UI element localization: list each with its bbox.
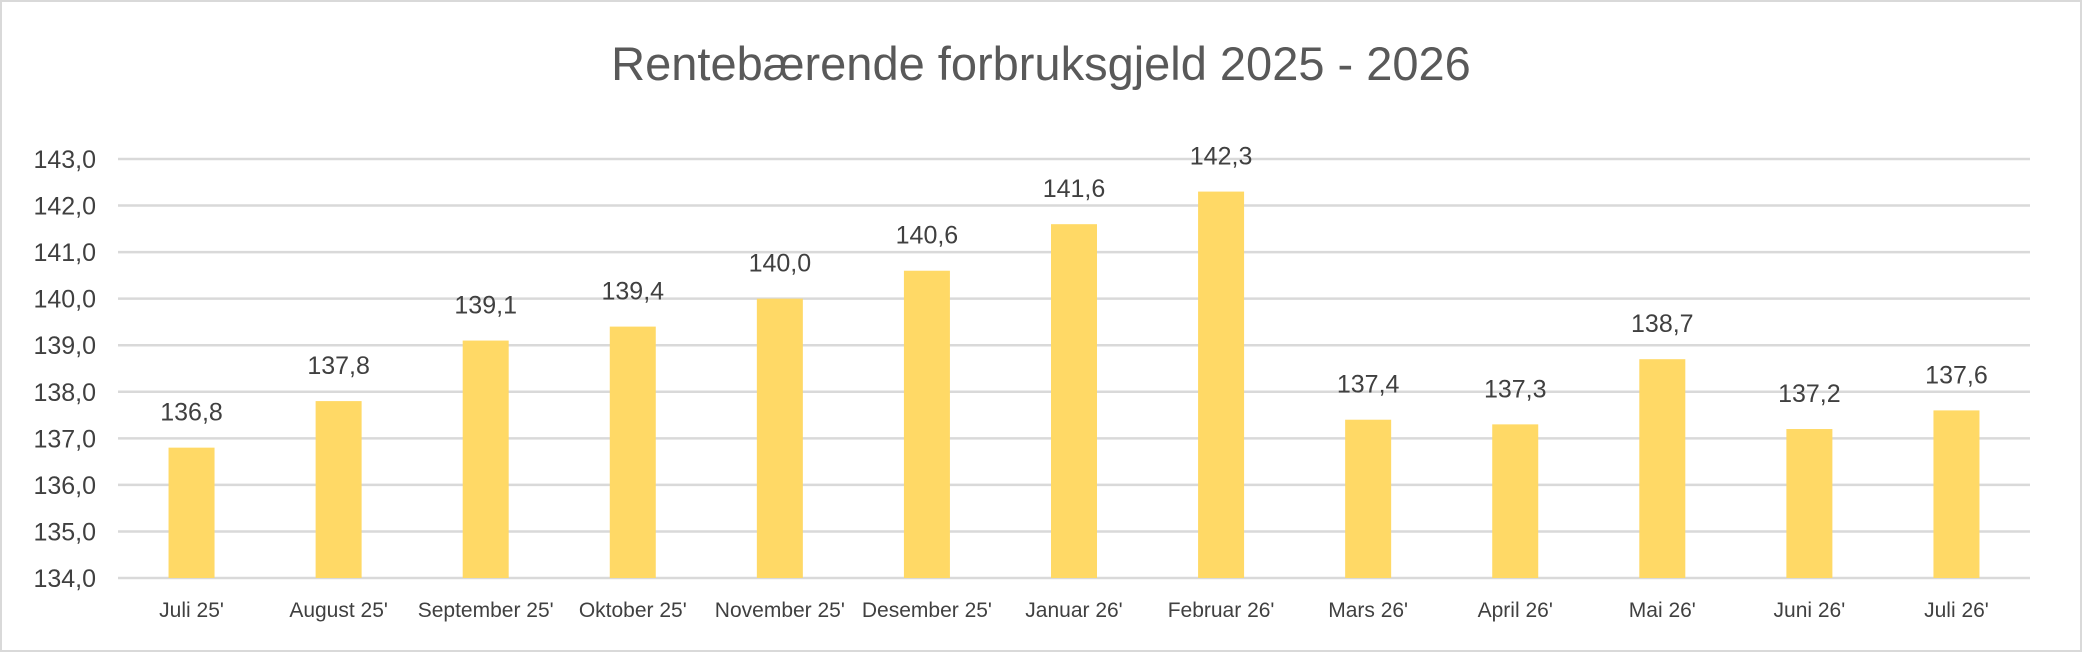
bar bbox=[1639, 359, 1686, 578]
x-tick-label: Desember 25' bbox=[862, 599, 992, 622]
data-label: 137,2 bbox=[1778, 380, 1841, 408]
y-tick-label: 137,0 bbox=[33, 425, 96, 453]
y-tick-label: 138,0 bbox=[33, 379, 96, 407]
data-label: 137,3 bbox=[1484, 375, 1547, 403]
data-label: 137,4 bbox=[1337, 371, 1400, 399]
bar bbox=[168, 447, 215, 578]
x-tick-label: Januar 26' bbox=[1025, 599, 1122, 622]
y-tick-label: 143,0 bbox=[33, 146, 96, 174]
y-tick-label: 135,0 bbox=[33, 518, 96, 546]
data-label: 138,7 bbox=[1631, 310, 1694, 338]
bar bbox=[1051, 224, 1097, 578]
bar bbox=[462, 340, 509, 578]
bar bbox=[903, 270, 950, 578]
y-tick-label: 141,0 bbox=[33, 239, 96, 267]
data-labels: 136,8 137,8 139,1 139,4 140,0 140,6 141,6 142,3… bbox=[160, 143, 1987, 427]
x-tick-label: Juni 26' bbox=[1774, 599, 1846, 622]
data-label: 140,6 bbox=[896, 222, 959, 250]
data-label: 140,0 bbox=[749, 250, 812, 278]
y-tick-label: 140,0 bbox=[33, 286, 96, 314]
x-tick-label: Februar 26' bbox=[1168, 599, 1275, 622]
y-tick-label: 139,0 bbox=[33, 332, 96, 360]
x-axis-tick-labels: Juli 25' August 25' September 25' Oktober 2… bbox=[159, 599, 1989, 622]
x-tick-label: Juli 25' bbox=[159, 599, 224, 622]
data-label: 137,8 bbox=[307, 352, 370, 380]
x-tick-label: September 25' bbox=[418, 599, 554, 622]
chart-title: Rentebærende forbruksgjeld 2025 - 2026 bbox=[611, 37, 1471, 90]
bar bbox=[315, 401, 362, 578]
y-tick-label: 134,0 bbox=[33, 565, 96, 593]
y-axis-tick-labels: 134,0 135,0 136,0 137,0 138,0 139,0 140,0 141,0… bbox=[33, 146, 96, 593]
x-tick-label: November 25' bbox=[715, 599, 845, 622]
x-tick-label: April 26' bbox=[1478, 599, 1553, 622]
y-tick-label: 136,0 bbox=[33, 472, 96, 500]
bar bbox=[1492, 424, 1539, 578]
x-tick-label: Juli 26' bbox=[1924, 599, 1989, 622]
data-label: 136,8 bbox=[160, 399, 223, 427]
bar bbox=[1198, 191, 1245, 579]
bar bbox=[1933, 410, 1980, 578]
x-tick-label: August 25' bbox=[289, 599, 388, 622]
bars bbox=[168, 191, 1980, 579]
x-tick-label: Mars 26' bbox=[1328, 599, 1408, 622]
x-tick-label: Oktober 25' bbox=[579, 599, 687, 622]
bar bbox=[609, 326, 656, 578]
data-label: 141,6 bbox=[1043, 175, 1106, 203]
data-label: 139,4 bbox=[601, 278, 664, 306]
data-label: 142,3 bbox=[1190, 143, 1253, 171]
x-tick-label: Mai 26' bbox=[1629, 599, 1696, 622]
y-tick-label: 142,0 bbox=[33, 193, 96, 221]
bar bbox=[1345, 419, 1392, 578]
data-label: 139,1 bbox=[454, 292, 517, 320]
data-label: 137,6 bbox=[1925, 361, 1988, 389]
bar bbox=[756, 298, 803, 578]
bar bbox=[1786, 429, 1833, 578]
